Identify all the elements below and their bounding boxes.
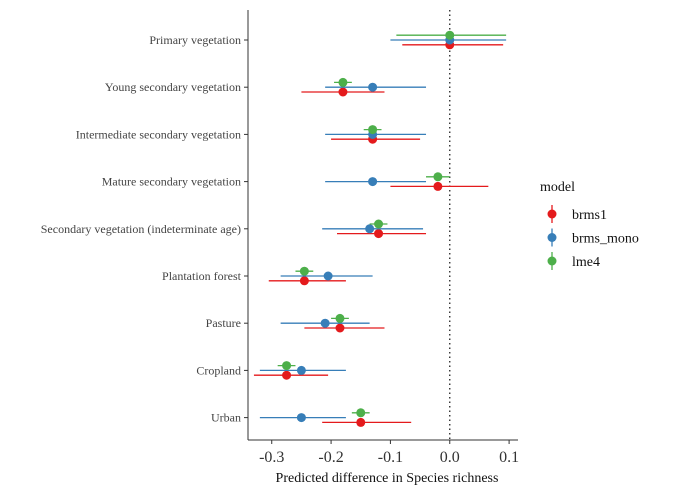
point-brms_mono: [320, 318, 330, 328]
x-tick-label: -0.3: [259, 449, 284, 466]
point-lme4: [338, 77, 348, 87]
legend-title: model: [540, 180, 575, 195]
point-brms1: [299, 276, 309, 286]
point-lme4: [356, 408, 366, 418]
series-brms_mono: [259, 35, 507, 423]
point-lme4: [335, 313, 345, 323]
series-lme4: [277, 30, 507, 418]
legend-label: lme4: [572, 255, 600, 270]
point-lme4: [433, 172, 443, 182]
legend-item-brms1: brms1: [547, 205, 607, 223]
legend: model brms1 brms_mono lme4: [540, 180, 639, 270]
point-brms1: [335, 323, 345, 333]
y-tick-label: Young secondary vegetation: [105, 80, 241, 94]
point-lme4: [299, 266, 309, 276]
legend-label: brms_mono: [572, 232, 639, 247]
x-tick-label: -0.2: [318, 449, 343, 466]
point-brms_mono: [323, 271, 333, 281]
x-tick-label: 0.1: [499, 449, 519, 466]
y-tick-label: Urban: [211, 411, 241, 425]
point-lme4: [445, 30, 455, 40]
point-brms1: [338, 87, 348, 97]
legend-key-point: [547, 209, 557, 219]
legend-label: brms1: [572, 208, 607, 223]
point-brms_mono: [365, 224, 375, 234]
y-tick-label: Plantation forest: [162, 269, 242, 283]
legend-item-brms_mono: brms_mono: [547, 228, 639, 247]
point-brms_mono: [368, 177, 378, 187]
point-lme4: [374, 219, 384, 229]
y-tick-label: Pasture: [206, 316, 241, 330]
legend-item-lme4: lme4: [547, 252, 600, 270]
point-brms1: [282, 370, 292, 380]
x-axis-title: Predicted difference in Species richness: [276, 471, 499, 486]
x-tick-label: 0.0: [440, 449, 460, 466]
legend-key-point: [547, 256, 557, 266]
point-lme4: [282, 361, 292, 371]
y-tick-label: Secondary vegetation (indeterminate age): [41, 222, 241, 236]
point-brms1: [374, 229, 384, 239]
y-tick-label: Primary vegetation: [149, 33, 241, 47]
plot-area: [253, 10, 507, 440]
y-tick-label: Mature secondary vegetation: [102, 175, 241, 189]
point-brms1: [433, 181, 443, 191]
y-tick-label: Intermediate secondary vegetation: [76, 127, 241, 141]
legend-key-point: [547, 233, 557, 242]
point-brms_mono: [296, 365, 306, 375]
point-brms1: [356, 417, 366, 427]
y-tick-labels: Primary vegetation Young secondary vegeta…: [41, 33, 248, 425]
x-tick-label: -0.1: [378, 449, 403, 466]
point-lme4: [368, 125, 378, 135]
series-brms1: [253, 40, 504, 427]
y-tick-label: Cropland: [196, 363, 241, 377]
x-axis-ticks: -0.3 -0.2 -0.1 0.0 0.1: [259, 440, 519, 466]
point-brms_mono: [368, 82, 378, 92]
point-brms_mono: [296, 413, 306, 423]
